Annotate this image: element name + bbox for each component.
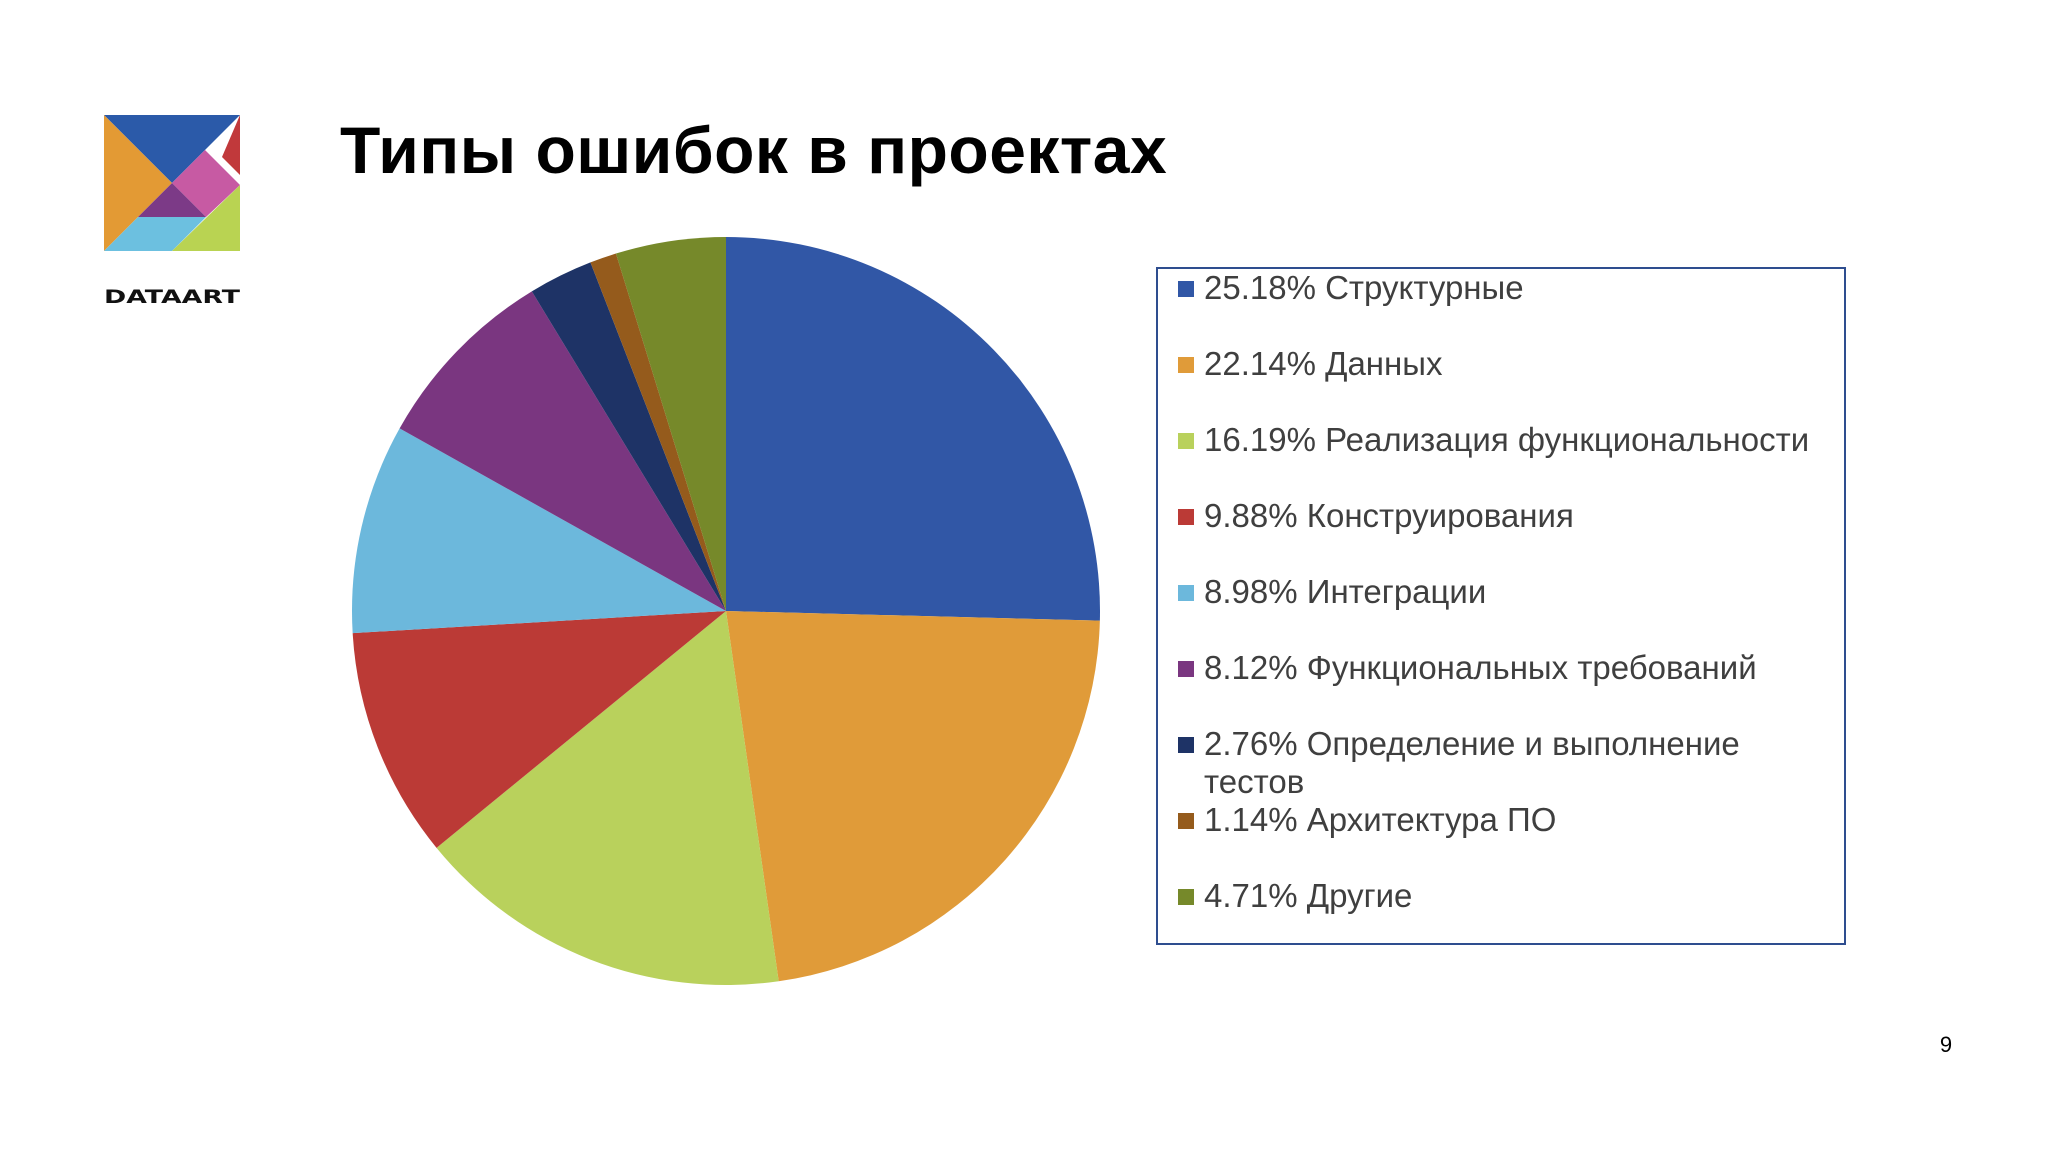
legend-swatch (1178, 357, 1194, 373)
pie-slice-9 (615, 237, 726, 611)
pie-slice-3 (436, 611, 779, 985)
legend-swatch (1178, 281, 1194, 297)
pie-slice-2 (726, 611, 1100, 982)
legend-label: 16.19% Реализация функциональности (1204, 421, 1810, 458)
pie-slice-4 (352, 611, 726, 848)
legend-label: 1.14% Архитектура ПО (1204, 801, 1557, 838)
page-number: 9 (1939, 1032, 1953, 1057)
page-title: Типы ошибок в проектах (340, 113, 1168, 187)
legend-label: 8.98% Интеграции (1204, 573, 1487, 610)
legend-swatch (1178, 737, 1194, 753)
pie-slice-7 (531, 262, 726, 611)
legend-swatch (1178, 813, 1194, 829)
legend-swatch (1178, 889, 1194, 905)
legend-swatch (1178, 509, 1194, 525)
chart-legend: 25.18% Структурные 22.14% Данных 16.19% Ре… (1156, 267, 1846, 945)
legend-label: 25.18% Структурные (1204, 269, 1524, 306)
legend-label: 9.88% Конструирования (1204, 497, 1574, 534)
dataart-logo-icon (104, 115, 240, 251)
legend-label: 8.12% Функциональных требований (1204, 649, 1757, 686)
dataart-brand-wordmark: DATAART (104, 286, 240, 307)
pie-slice-1 (726, 237, 1100, 621)
brand-data-text: DATAART (104, 286, 240, 307)
pie-slice-8 (590, 253, 726, 611)
legend-swatch (1178, 585, 1194, 601)
pie-slice-5 (352, 428, 726, 634)
legend-label: 22.14% Данных (1204, 345, 1443, 382)
legend-swatch (1178, 661, 1194, 677)
pie-chart (352, 237, 1100, 985)
pie-slice-6 (399, 291, 726, 611)
legend-label: 4.71% Другие (1204, 877, 1413, 914)
legend-label: 2.76% Определение и выполнение тестов (1204, 725, 1740, 800)
legend-swatch (1178, 433, 1194, 449)
